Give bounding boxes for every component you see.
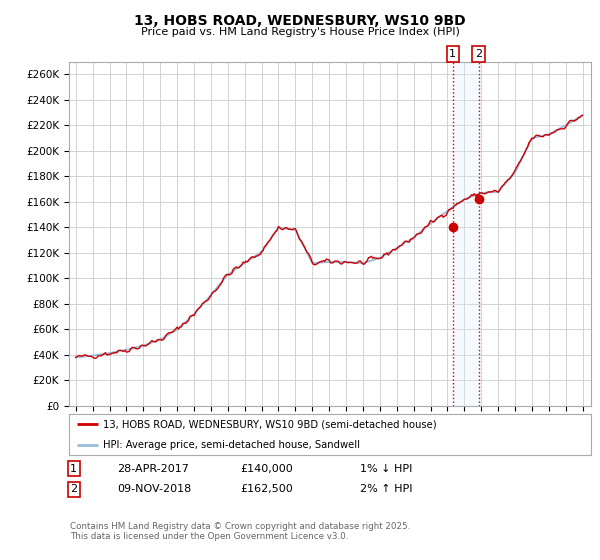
- Bar: [453, 62, 479, 406]
- Text: Price paid vs. HM Land Registry's House Price Index (HPI): Price paid vs. HM Land Registry's House …: [140, 27, 460, 37]
- Text: 1: 1: [70, 464, 77, 474]
- Text: 28-APR-2017: 28-APR-2017: [117, 464, 189, 474]
- Text: 13, HOBS ROAD, WEDNESBURY, WS10 9BD: 13, HOBS ROAD, WEDNESBURY, WS10 9BD: [134, 14, 466, 28]
- Text: 2: 2: [70, 484, 77, 494]
- Text: 09-NOV-2018: 09-NOV-2018: [117, 484, 191, 494]
- Text: Contains HM Land Registry data © Crown copyright and database right 2025.
This d: Contains HM Land Registry data © Crown c…: [70, 522, 410, 542]
- Text: 2% ↑ HPI: 2% ↑ HPI: [360, 484, 413, 494]
- Text: 13, HOBS ROAD, WEDNESBURY, WS10 9BD (semi-detached house): 13, HOBS ROAD, WEDNESBURY, WS10 9BD (sem…: [103, 419, 437, 430]
- Text: £162,500: £162,500: [240, 484, 293, 494]
- Text: 1% ↓ HPI: 1% ↓ HPI: [360, 464, 412, 474]
- Text: HPI: Average price, semi-detached house, Sandwell: HPI: Average price, semi-detached house,…: [103, 440, 360, 450]
- Text: 1: 1: [449, 49, 457, 59]
- Text: £140,000: £140,000: [240, 464, 293, 474]
- Text: 2: 2: [475, 49, 482, 59]
